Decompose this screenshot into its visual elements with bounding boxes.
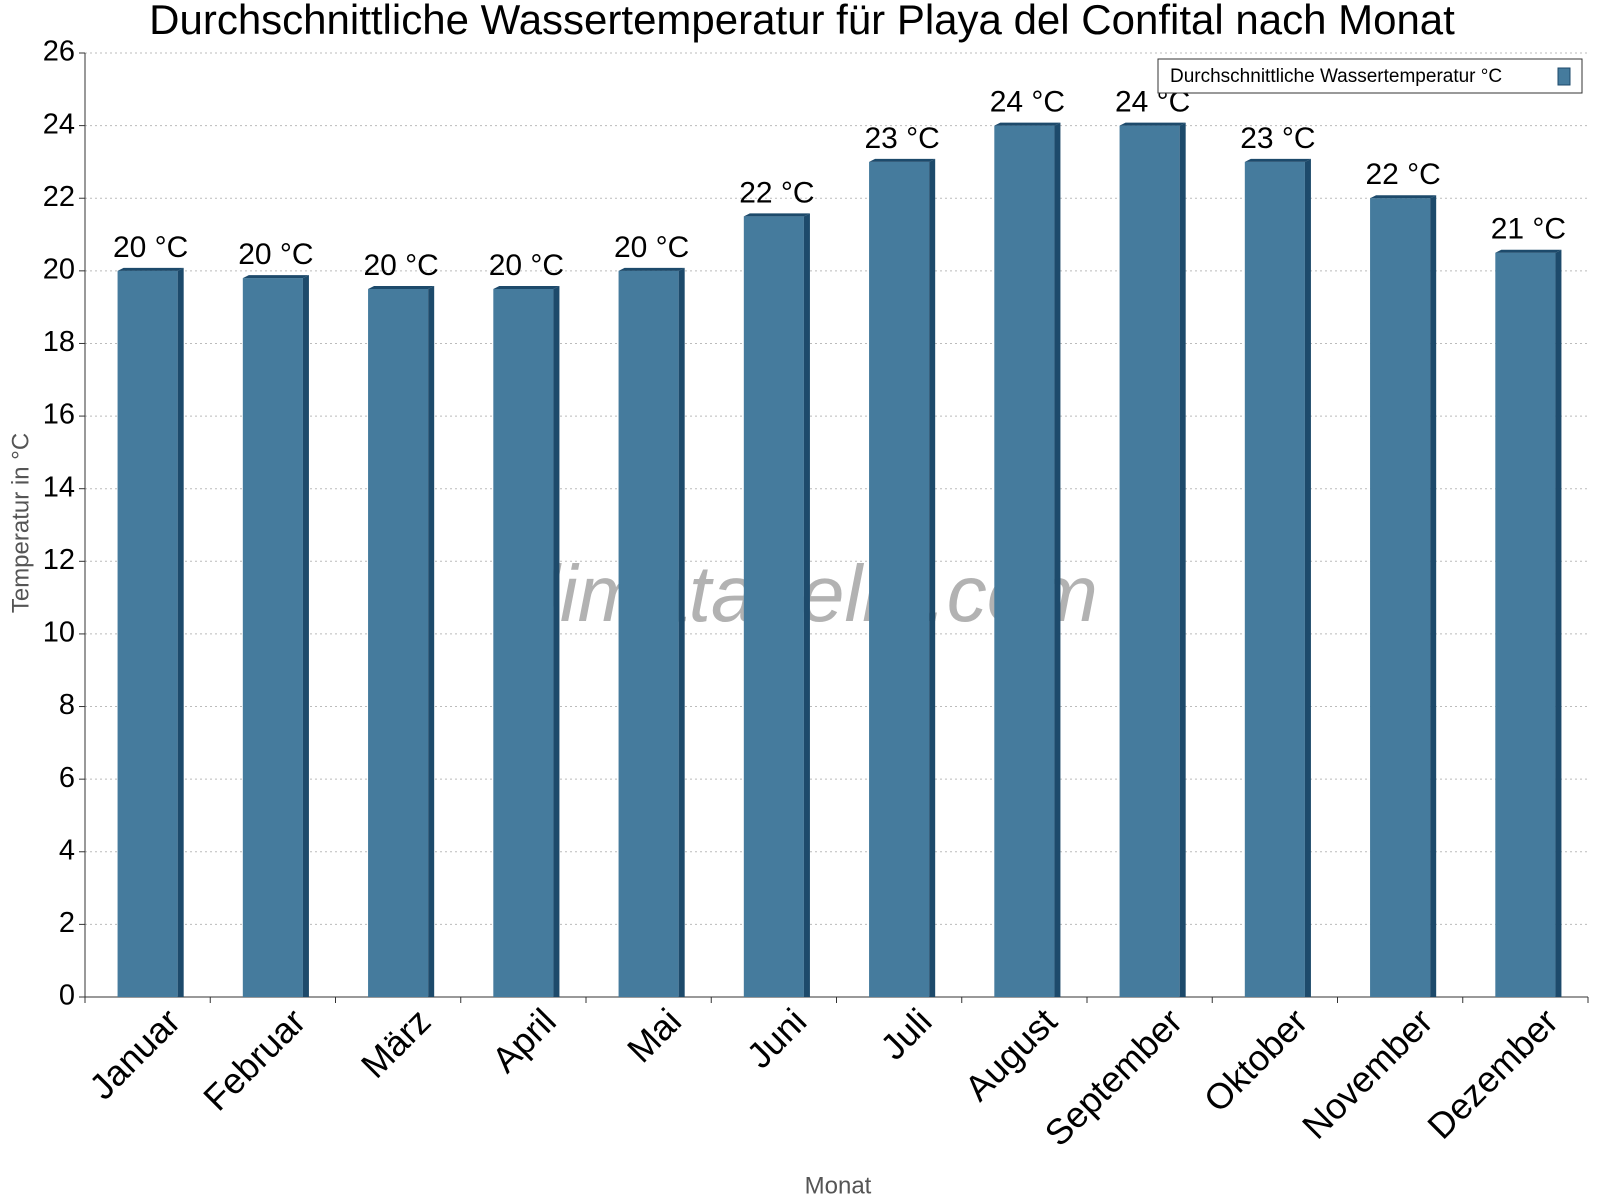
y-tick-label: 22 xyxy=(43,181,75,213)
y-tick-label: 6 xyxy=(59,762,75,794)
bar xyxy=(493,289,554,997)
bar xyxy=(994,125,1055,998)
x-tick-label: Juli xyxy=(872,1000,939,1067)
bar-side xyxy=(177,267,184,997)
legend-label: Durchschnittliche Wassertemperatur °C xyxy=(1170,66,1502,87)
bar xyxy=(618,270,679,997)
bar-top xyxy=(869,158,936,162)
y-tick-label: 18 xyxy=(43,326,75,358)
bar xyxy=(869,161,930,997)
bar xyxy=(242,278,303,998)
x-tick-label: Oktober xyxy=(1196,1000,1316,1120)
legend-box xyxy=(1157,58,1583,94)
bar xyxy=(117,270,178,997)
y-tick-label: 24 xyxy=(43,108,75,140)
bar-top xyxy=(117,267,184,271)
data-label: 23 °C xyxy=(864,122,939,155)
chart-title: Durchschnittliche Wassertemperatur für P… xyxy=(149,0,1455,43)
x-tick-label: Januar xyxy=(81,1000,188,1107)
bar xyxy=(1495,252,1556,997)
bar-side xyxy=(929,158,936,997)
bar-top xyxy=(493,286,560,289)
y-tick-label: 26 xyxy=(43,36,75,68)
y-tick-label: 0 xyxy=(59,980,75,1012)
bar-side xyxy=(553,286,560,997)
bar-side xyxy=(1179,122,1186,998)
x-tick-label: August xyxy=(957,1000,1065,1108)
y-tick-label: 8 xyxy=(59,689,75,721)
data-label: 20 °C xyxy=(489,249,564,282)
y-tick-label: 14 xyxy=(43,471,75,503)
data-label: 22 °C xyxy=(1365,158,1440,191)
x-tick-label: Dezember xyxy=(1419,1000,1565,1146)
data-label: 20 °C xyxy=(113,231,188,264)
x-tick-label: November xyxy=(1294,1000,1440,1146)
data-label: 23 °C xyxy=(1240,122,1315,155)
x-tick-label: Mai xyxy=(619,1000,689,1070)
x-tick-label: Februar xyxy=(195,1000,313,1118)
bar-top xyxy=(743,213,810,217)
bar-top xyxy=(368,286,435,289)
y-tick-label: 2 xyxy=(59,907,75,939)
data-label: 22 °C xyxy=(739,176,814,209)
x-tick-label: März xyxy=(353,1000,439,1086)
data-label: 24 °C xyxy=(990,86,1065,119)
data-label: 21 °C xyxy=(1491,213,1566,246)
bar-side xyxy=(428,286,435,997)
bar-side xyxy=(1304,158,1311,997)
bar-top xyxy=(242,275,309,279)
bar-side xyxy=(1054,122,1061,998)
bar-side xyxy=(803,213,810,997)
data-label: 20 °C xyxy=(363,249,438,282)
x-tick-label: Juni xyxy=(739,1000,815,1076)
bar-side xyxy=(1555,249,1562,997)
bar-top xyxy=(994,122,1061,126)
legend: Durchschnittliche Wassertemperatur °C xyxy=(1157,58,1583,94)
bar xyxy=(368,289,429,997)
x-tick-label: April xyxy=(484,1000,564,1080)
bar-side xyxy=(678,267,685,997)
bar-top xyxy=(1244,158,1311,162)
bar-top xyxy=(618,267,685,271)
bar-top xyxy=(1495,249,1562,253)
x-tick-label: September xyxy=(1036,1000,1190,1154)
y-tick-label: 4 xyxy=(59,834,75,866)
bar-top xyxy=(1119,122,1186,126)
bar xyxy=(743,216,804,997)
y-axis-label: Temperatur in °C xyxy=(7,433,34,613)
bar-side xyxy=(1430,195,1437,997)
y-tick-label: 20 xyxy=(43,254,75,286)
bar-side xyxy=(302,275,309,998)
data-label: 20 °C xyxy=(614,231,689,264)
data-label: 20 °C xyxy=(238,238,313,271)
bar xyxy=(1370,198,1431,997)
bar xyxy=(1119,125,1180,998)
y-tick-label: 16 xyxy=(43,399,75,431)
y-tick-label: 10 xyxy=(43,617,75,649)
bar xyxy=(1244,161,1305,997)
y-tick-label: 12 xyxy=(43,544,75,576)
x-axis-label: Monat xyxy=(805,1172,872,1199)
legend-swatch xyxy=(1557,67,1571,86)
bar-top xyxy=(1370,195,1437,199)
